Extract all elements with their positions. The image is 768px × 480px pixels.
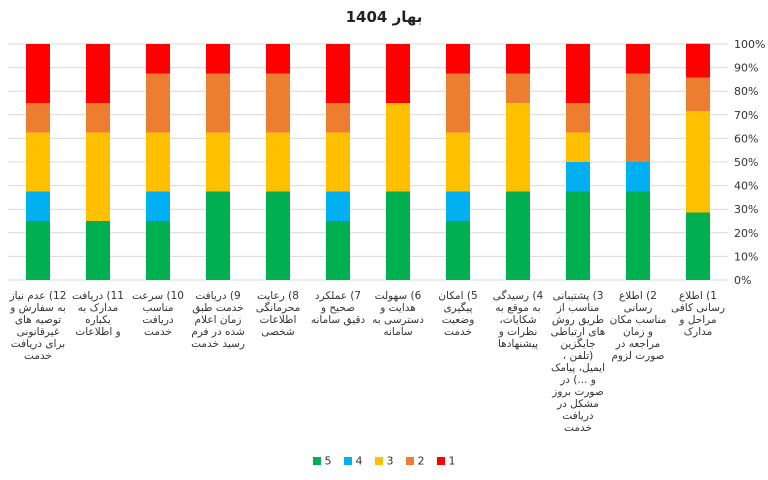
legend-swatch xyxy=(343,457,352,465)
bar-segment-2 xyxy=(26,103,50,133)
bar-segment-2 xyxy=(686,77,710,112)
bar-segment-1 xyxy=(206,44,230,74)
x-tick-label: 11) دریافت مدارک به یکباره و اطلاعات xyxy=(72,290,124,338)
bar-segment-3 xyxy=(326,132,350,192)
chart-title: بهار 1404 xyxy=(345,8,423,26)
y-tick-label: 100% xyxy=(734,38,765,51)
bar-segment-1 xyxy=(386,44,410,103)
legend-item-1: 1 xyxy=(436,454,456,468)
bar-segment-2 xyxy=(566,103,590,133)
bar-segment-2 xyxy=(446,73,470,133)
bar-segment-5 xyxy=(386,191,410,280)
bar-segment-3 xyxy=(26,132,50,192)
y-tick-label: 80% xyxy=(734,85,758,98)
bar-segment-5 xyxy=(506,191,530,280)
legend-swatch xyxy=(405,457,414,465)
bar-segment-5 xyxy=(626,191,650,280)
legend-item-2: 2 xyxy=(405,454,425,468)
bar-segment-5 xyxy=(206,191,230,280)
bar-segment-3 xyxy=(506,103,530,192)
x-tick-label: 10) سرعت مناسب دریافت خدمت xyxy=(132,290,184,338)
bar-segment-2 xyxy=(506,73,530,103)
bar-segment-5 xyxy=(446,221,470,280)
y-tick-label: 0% xyxy=(734,274,751,287)
x-tick-label: 9) دریافت خدمت طبق زمان اعلام شده در فرم رسی… xyxy=(191,290,245,350)
bar-segment-4 xyxy=(446,191,470,221)
x-tick-label: 1) اطلاع رسانی کافی مراحل و مدارک xyxy=(671,290,725,338)
bar-segment-1 xyxy=(506,44,530,74)
y-tick-label: 20% xyxy=(734,227,758,240)
x-tick-label: 6) سهولت هدایت و دسترسی به سامانه xyxy=(372,290,424,338)
x-tick-label: 3) پشتیبانی مناسب از طریق روش های ارتباطی جا… xyxy=(551,290,606,434)
bar-segment-1 xyxy=(626,44,650,74)
x-tick-label: 4) رسیدگی به موقع به شکایات، نظرات و پیشنهاد… xyxy=(493,289,544,350)
bar-segment-4 xyxy=(146,191,170,221)
bar-segment-4 xyxy=(626,162,650,192)
legend-label: 3 xyxy=(386,454,394,468)
bar-segment-2 xyxy=(206,73,230,133)
x-tick-label: 8) رعایت محرمانگی اطلاعات شخصی xyxy=(256,290,301,338)
bar-segment-1 xyxy=(86,44,110,103)
y-tick-label: 30% xyxy=(734,203,758,216)
legend-swatch xyxy=(312,457,321,465)
bar-segment-3 xyxy=(146,132,170,192)
y-tick-label: 60% xyxy=(734,132,758,145)
legend-label: 5 xyxy=(324,454,332,468)
bar-segment-3 xyxy=(386,103,410,192)
bar-segment-1 xyxy=(326,44,350,103)
bar-segment-5 xyxy=(686,212,710,280)
bar-segment-1 xyxy=(146,44,170,74)
bar-segment-3 xyxy=(566,132,590,162)
bar-segment-5 xyxy=(146,221,170,280)
legend-item-3: 3 xyxy=(374,454,394,468)
bar-segment-1 xyxy=(446,44,470,74)
legend-item-4: 4 xyxy=(343,454,363,468)
bar-segment-5 xyxy=(26,221,50,280)
bar-segment-2 xyxy=(266,73,290,133)
legend-item-5: 5 xyxy=(312,454,332,468)
bar-segment-3 xyxy=(206,132,230,192)
bar-segment-4 xyxy=(26,191,50,221)
bar-segment-2 xyxy=(146,73,170,133)
bar-segment-5 xyxy=(326,221,350,280)
bar-segment-4 xyxy=(326,191,350,221)
y-tick-label: 90% xyxy=(734,62,758,75)
bar-segment-1 xyxy=(26,44,50,103)
bar-segment-5 xyxy=(566,191,590,280)
y-tick-label: 10% xyxy=(734,250,758,263)
y-tick-label: 70% xyxy=(734,109,758,122)
legend-label: 2 xyxy=(417,454,425,468)
bar-segment-1 xyxy=(686,43,710,78)
legend-label: 1 xyxy=(448,454,456,468)
bar-segment-4 xyxy=(566,162,590,192)
bar-segment-1 xyxy=(266,44,290,74)
bar-segment-2 xyxy=(326,103,350,133)
bar-segment-3 xyxy=(86,132,110,221)
y-tick-label: 50% xyxy=(734,156,758,169)
bar-segment-1 xyxy=(566,44,590,103)
y-tick-label: 40% xyxy=(734,180,758,193)
legend-swatch xyxy=(436,457,445,465)
legend-label: 4 xyxy=(355,454,363,468)
bar-segment-5 xyxy=(86,221,110,280)
bar-segment-5 xyxy=(266,191,290,280)
x-tick-label: 5) امکان پیگیری وضعیت خدمت xyxy=(438,290,477,338)
chart-plot-area: 0% 10% 20% 30% 40% 50% 60% 70% 80% 90% 100% 1) اطلا… xyxy=(8,38,765,434)
x-tick-label: 12) عدم نیاز به سفارش و توصیه های غیرقانونی… xyxy=(9,290,67,362)
legend-swatch xyxy=(374,457,383,465)
bar-segment-3 xyxy=(446,132,470,192)
chart-legend: 5 4 3 2 1 xyxy=(0,454,768,468)
bar-segment-3 xyxy=(686,111,710,213)
x-tick-label: 7) عملکرد صحیح و دقیق سامانه xyxy=(311,290,366,326)
x-tick-label: 2) اطلاع رسانی مناسب مکان و زمان مراجعه در صو… xyxy=(610,290,667,362)
bar-segment-2 xyxy=(626,73,650,162)
bar-segment-3 xyxy=(266,132,290,192)
bar-segment-2 xyxy=(86,103,110,133)
